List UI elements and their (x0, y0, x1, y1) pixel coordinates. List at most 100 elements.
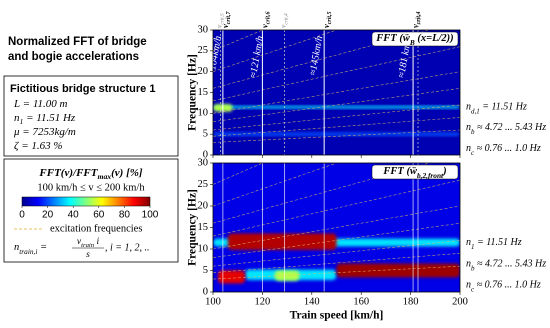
side-label-part: c (471, 285, 475, 293)
crit-label: vcrit,3 (412, 13, 423, 28)
formula-lhs: ntrain,i = (14, 242, 47, 256)
param: L = 11.00 m (13, 98, 68, 110)
left-panel: L = 11.00 mn1 = 11.51 Hzμ = 7253kg/mζ = … (13, 98, 159, 261)
heatmap-panel (213, 163, 460, 292)
title-box (371, 164, 459, 180)
x-tick-label: 160 (353, 296, 369, 307)
side-label: nc ≈ 0.76 ... 1.0 Hz (466, 280, 541, 293)
formula-lhs-part: = (37, 242, 47, 253)
side-label-part: ≈ 0.76 ... 1.0 Hz (474, 143, 541, 154)
crit-label: vcrit,5 (321, 11, 333, 28)
y-axis-label: Frequency [Hz] (187, 54, 199, 131)
y-tick-label: 10 (198, 108, 209, 119)
side-label-part: n (466, 280, 471, 291)
y-tick-label: 10 (198, 243, 209, 254)
excitation-line (213, 71, 460, 114)
param: μ = 7253kg/m (13, 126, 76, 138)
side-label-part: 1 (471, 243, 475, 251)
excitation-line (213, 88, 460, 122)
legend-box (3, 158, 179, 263)
y-tick-label: 20 (198, 200, 209, 211)
param-part: 1 (20, 117, 24, 126)
panel-title-part: FFT (ẅ (382, 166, 417, 177)
param-part: = 11.51 Hz (23, 112, 76, 124)
colorbar-range: 100 km/h ≤ v ≤ 200 km/h (37, 182, 145, 193)
side-label-part: d,1 (471, 107, 480, 115)
excitation-line (213, 46, 460, 102)
crit-label-part: crit,4 (416, 11, 422, 24)
param-part: μ (13, 126, 20, 138)
heat-region (213, 105, 460, 109)
x-tick-label: 200 (452, 296, 468, 307)
formula-num: vtrain i (77, 237, 100, 249)
colorbar-tick-label: 80 (119, 210, 131, 221)
colorbar-tick-label: 0 (19, 210, 25, 221)
colorbar-title-part: (v) [%] (111, 167, 143, 179)
param-part: = 1.63 % (18, 140, 62, 152)
param-part: L (13, 98, 20, 110)
panel-title-part: B (409, 38, 415, 47)
legend-label: excitation frequencies (50, 223, 142, 234)
crit-label: vcrit,7 (220, 10, 232, 28)
crit-label-part: v (321, 24, 331, 28)
crit-label: vcrit,5 (214, 13, 225, 28)
left-title: Normalized FFT of bridge (8, 36, 147, 48)
left-title: and bogie accelerations (8, 51, 139, 63)
crit-label-part: v (410, 24, 420, 28)
x-tick-label: 140 (304, 296, 320, 307)
y-tick-label: 30 (198, 24, 209, 35)
heatmap-panel (213, 30, 460, 155)
y-tick-label: 20 (198, 66, 209, 77)
side-label-part: = 11.51 Hz (475, 237, 522, 248)
colorbar-title-part: FFT(v)/FFT (38, 167, 98, 179)
excitation-line (213, 104, 460, 131)
heat-region (213, 132, 460, 136)
formula-tail: , i = 1, 2, .. (105, 242, 150, 253)
formula-num-part: train (81, 242, 95, 249)
heat-region (274, 270, 300, 281)
panel-title-part: (x=L/2)) (415, 33, 454, 44)
colorbar-tick-label: 20 (42, 210, 54, 221)
excitation-line (213, 117, 460, 137)
param-box (3, 75, 179, 157)
crit-label-part: crit,6 (266, 11, 272, 24)
param: ζ = 1.63 % (14, 140, 63, 152)
crit-label: vcrit,4 (278, 13, 289, 28)
x-axis-label: Train speed [km/h] (290, 310, 384, 322)
y-tick-label: 0 (203, 286, 208, 297)
param-part: = 7253kg/m (20, 126, 76, 138)
side-label-part: n (466, 143, 471, 154)
x-tick-label: 120 (255, 296, 271, 307)
crit-label-part: crit,5 (328, 11, 334, 24)
formula-lhs-part: n (14, 242, 19, 253)
colorbar-tick-label: 60 (93, 210, 105, 221)
formula-lhs-part: train,i (19, 247, 37, 256)
excitation-line (213, 205, 460, 250)
crit-label-part: v (278, 24, 287, 28)
side-label-part: ≈ 4.72 ... 5.43 Hz (475, 122, 547, 133)
side-label-part: c (471, 148, 475, 156)
panel-title: FFT (ẅB (x=L/2)) (375, 33, 453, 47)
side-label-part: ≈ 0.76 ... 1.0 Hz (474, 280, 541, 291)
y-tick-label: 0 (203, 149, 208, 160)
crit-label: vcrit,4 (410, 11, 422, 28)
y-tick-label: 30 (198, 157, 209, 168)
crit-label-part: v (220, 24, 230, 28)
x-tick-label: 180 (403, 296, 419, 307)
formula-num-part: i (94, 237, 99, 247)
side-label: nc ≈ 0.76 ... 1.0 Hz (466, 143, 541, 156)
crit-label-part: crit,5 (220, 13, 226, 25)
side-label-part: n (466, 102, 471, 113)
crit-label-part: crit,4 (283, 13, 290, 25)
excitation-line (213, 253, 460, 273)
panel-title-part: ) (442, 166, 447, 177)
side-label-part: b (471, 264, 475, 272)
excitation-line (213, 222, 460, 258)
side-label: nd,1 = 11.51 Hz (466, 102, 527, 115)
crit-label-part: v (412, 24, 421, 28)
crit-label: vcrit,6 (259, 11, 271, 28)
excitation-line (213, 265, 460, 280)
plots: vcrit,5vcrit,7vcrit,6vcrit,4vcrit,5vcrit… (187, 10, 547, 322)
colorbar-title-part: max (97, 172, 111, 181)
